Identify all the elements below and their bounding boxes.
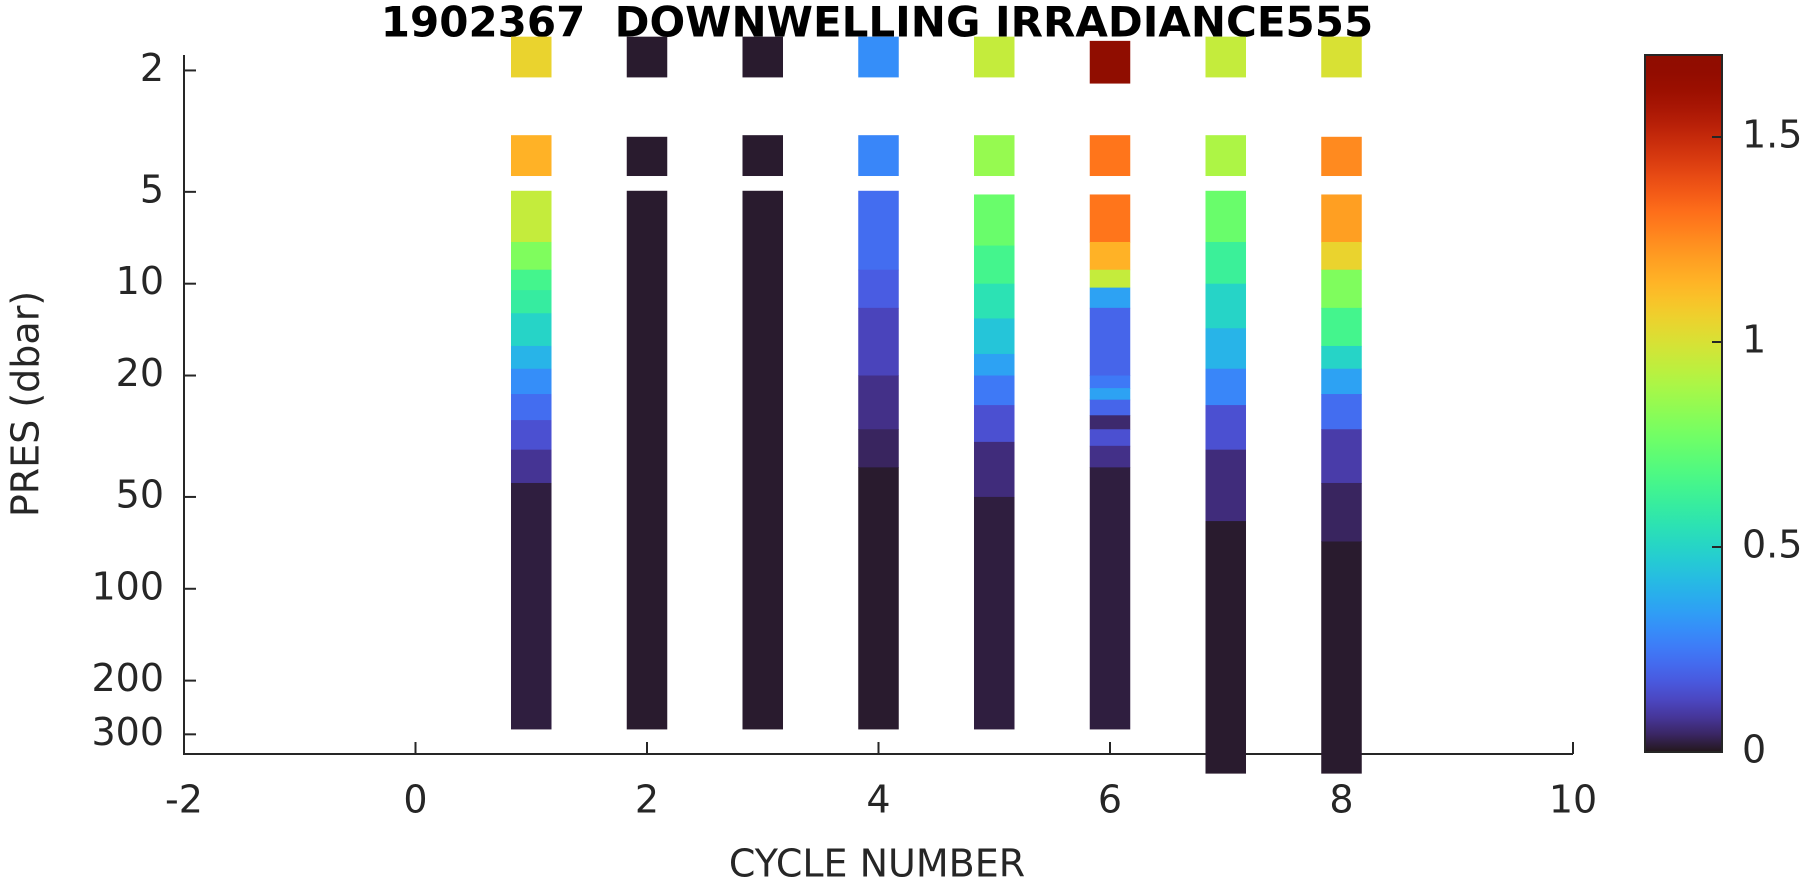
profile-cell: [858, 36, 899, 78]
profile-cell: [858, 190, 899, 271]
y-tick-label: 20: [116, 351, 164, 395]
x-tick-label: 8: [1329, 778, 1353, 822]
profile-cell: [1205, 36, 1247, 78]
y-tick-label: 10: [116, 259, 164, 303]
y-axis-label: PRES (dbar): [4, 291, 48, 517]
profile-cell: [1205, 405, 1247, 451]
profile-cell: [973, 135, 1015, 177]
profile-cell: [1089, 194, 1131, 243]
profile-cell: [510, 290, 552, 314]
profile-cell: [742, 36, 784, 78]
profile-cell: [1205, 368, 1247, 406]
profile-cell: [626, 190, 668, 730]
profile-cell: [1321, 541, 1362, 774]
profile-cell: [510, 345, 552, 370]
profile-cell: [1321, 307, 1362, 347]
profile-cell: [1089, 307, 1131, 377]
profile-cell: [858, 375, 899, 430]
profile-cell: [973, 36, 1015, 78]
colorbar-tick-label: 0: [1742, 728, 1766, 772]
x-tick-label: 2: [635, 778, 659, 822]
profile-cell: [510, 420, 552, 451]
profile-cell: [1321, 429, 1362, 484]
profile-cell: [1089, 375, 1131, 389]
profile-cell: [510, 313, 552, 347]
x-axis-label: CYCLE NUMBER: [729, 842, 1025, 886]
y-tick-label: 200: [91, 656, 164, 700]
x-tick-label: 10: [1549, 778, 1597, 822]
profile-cell: [510, 241, 552, 271]
profile-cell: [510, 449, 552, 484]
y-tick-label: 100: [91, 564, 164, 608]
profile-cell: [510, 36, 552, 78]
profile-cell: [973, 283, 1015, 319]
profile-cell: [1321, 345, 1362, 370]
profile-cell: [1205, 283, 1247, 329]
profile-cell: [510, 135, 552, 177]
colorbar-tick-label: 1: [1742, 318, 1766, 362]
profile-cell: [1205, 449, 1247, 522]
profile-cell: [1321, 368, 1362, 395]
profile-cell: [973, 318, 1015, 355]
y-tick-label: 50: [116, 472, 164, 516]
profile-cell: [1089, 241, 1131, 271]
profile-cell: [1089, 415, 1131, 430]
profile-cell: [510, 482, 552, 730]
profile-cell: [510, 368, 552, 395]
profile-cell: [1321, 269, 1362, 309]
profile-cell: [1089, 40, 1131, 84]
profile-cell: [1321, 482, 1362, 543]
profile-cell: [510, 394, 552, 421]
profile-cell: [1321, 136, 1362, 177]
profile-cell: [1089, 399, 1131, 416]
profile-cell: [858, 135, 899, 177]
profile-cell: [1089, 388, 1131, 401]
profile-cell: [858, 429, 899, 468]
profile-cell: [510, 269, 552, 291]
profile-cell: [742, 190, 784, 730]
colorbar-tick-label: 1.5: [1742, 113, 1802, 157]
profile-cell: [1205, 241, 1247, 285]
profile-cell: [1089, 269, 1131, 289]
profile-cell: [626, 136, 668, 177]
profile-cell: [858, 307, 899, 377]
x-tick-label: 6: [1098, 778, 1122, 822]
profile-cell: [1205, 521, 1247, 774]
profile-cell: [1089, 445, 1131, 468]
y-tick-label: 5: [140, 167, 164, 211]
profile-cell: [973, 405, 1015, 443]
profile-cell: [1321, 394, 1362, 430]
y-tick-label: 2: [140, 46, 164, 90]
profile-cell: [973, 245, 1015, 285]
profile-cell: [858, 467, 899, 730]
y-tick-label: 300: [91, 710, 164, 754]
x-tick-label: -2: [165, 778, 203, 822]
profile-cell: [1205, 190, 1247, 243]
profile-cell: [510, 190, 552, 243]
profile-cell: [1205, 328, 1247, 370]
profile-cell: [973, 194, 1015, 247]
profile-cell: [1321, 36, 1362, 78]
x-tick-label: 4: [866, 778, 890, 822]
profile-cell: [1089, 287, 1131, 309]
profile-cell: [973, 375, 1015, 406]
profile-cell: [1089, 135, 1131, 177]
profile-cell: [858, 269, 899, 309]
profile-cell: [973, 441, 1015, 498]
profile-cell: [1321, 194, 1362, 243]
profile-cell: [1089, 429, 1131, 447]
colorbar-tick-label: 0.5: [1742, 523, 1802, 567]
x-tick-label: 0: [403, 778, 427, 822]
profile-cell: [973, 496, 1015, 730]
profile-cell: [742, 135, 784, 177]
profile-cell: [1205, 135, 1247, 177]
profile-cell: [1321, 241, 1362, 271]
profile-cell: [1089, 467, 1131, 730]
colorbar: [1644, 54, 1723, 753]
profile-cell: [626, 36, 668, 78]
profile-cell: [973, 353, 1015, 377]
